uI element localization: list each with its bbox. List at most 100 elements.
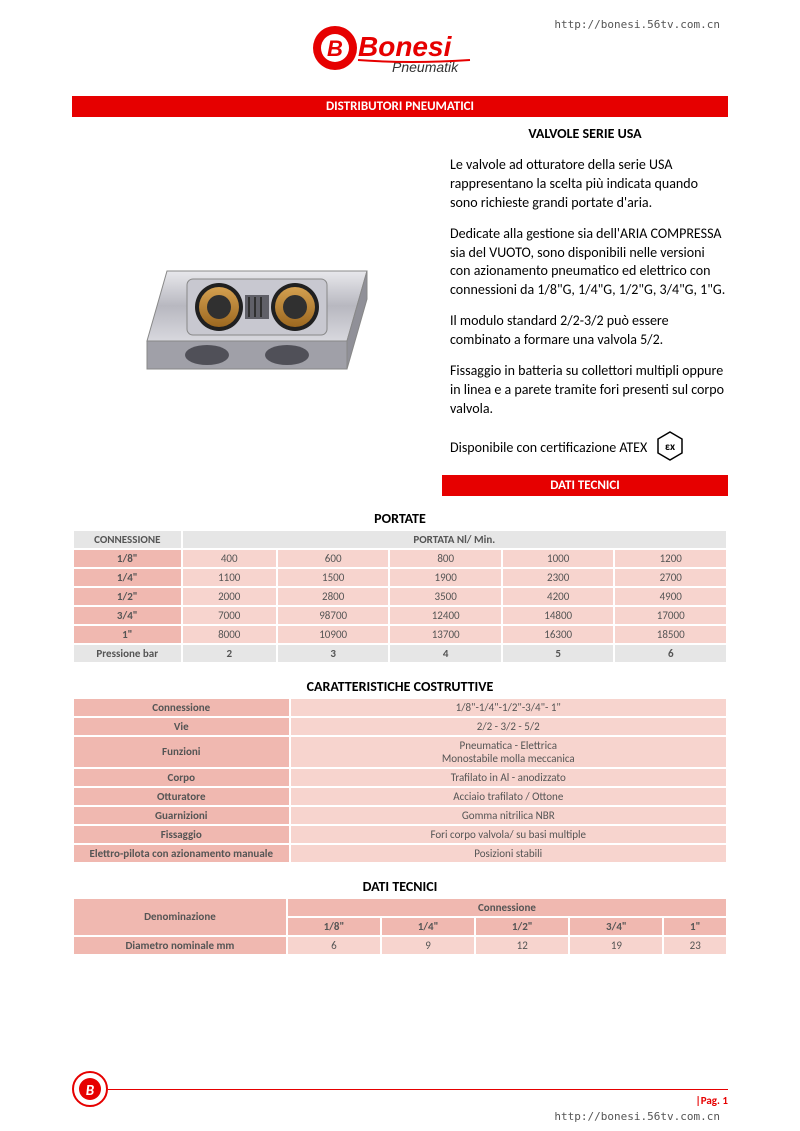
cell-key: Elettro-pilota con azionamento manuale (74, 845, 289, 862)
cell-value: 12400 (390, 607, 501, 624)
cell-conn: 1/8" (74, 550, 181, 567)
cell-value: 4900 (615, 588, 726, 605)
cell-value: 16300 (503, 626, 614, 643)
svg-text:B: B (86, 1082, 95, 1100)
press-0: 2 (183, 645, 276, 662)
cell-value: 2700 (615, 569, 726, 586)
cell-value: 8000 (183, 626, 276, 643)
table-title-dati3: DATI TECNICI (72, 878, 728, 895)
cell-key: Diametro nominale mm (74, 937, 286, 954)
footer-logo: B (72, 1071, 108, 1111)
cell-value: 2300 (503, 569, 614, 586)
col-size: 1" (664, 918, 726, 935)
cell-key: Funzioni (74, 737, 289, 767)
cell-value: 17000 (615, 607, 726, 624)
section-bar-dati-tecnici: DATI TECNICI (442, 475, 728, 496)
col-size: 1/4" (382, 918, 474, 935)
cell-key: Vie (74, 718, 289, 735)
table-row: 1/8"40060080010001200 (74, 550, 726, 567)
cell-value: 23 (664, 937, 726, 954)
cell-key: Otturatore (74, 788, 289, 805)
cell-key: Corpo (74, 769, 289, 786)
cell-value: Pneumatica - Elettrica Monostabile molla… (291, 737, 727, 767)
cell-value: 3500 (390, 588, 501, 605)
paragraph-2: Dedicate alla gestione sia dell'ARIA COM… (450, 225, 728, 301)
table-title-caratt: CARATTERISTICHE COSTRUTTIVE (72, 678, 728, 695)
description-text: Le valvole ad otturatore della serie USA… (442, 156, 728, 467)
table-title-portate: PORTATE (72, 510, 728, 527)
svg-text:B: B (327, 36, 343, 61)
cell-value: 14800 (503, 607, 614, 624)
svg-text:εx: εx (665, 440, 675, 453)
cell-value: 1000 (503, 550, 614, 567)
cell-value: 10900 (278, 626, 389, 643)
cell-value: 1900 (390, 569, 501, 586)
svg-text:Bonesi: Bonesi (358, 31, 453, 62)
table-row: GuarnizioniGomma nitrilica NBR (74, 807, 726, 824)
table-portate: CONNESSIONE PORTATA Nl/ Min. 1/8"4006008… (72, 529, 728, 664)
table-row: Vie2/2 - 3/2 - 5/2 (74, 718, 726, 735)
table-row: Elettro-pilota con azionamento manualePo… (74, 845, 726, 862)
press-2: 4 (390, 645, 501, 662)
cell-value: Acciaio trafilato / Ottone (291, 788, 727, 805)
paragraph-3: Il modulo standard 2/2-3/2 può essere co… (450, 312, 728, 350)
cell-value: 1200 (615, 550, 726, 567)
cell-value: 9 (382, 937, 474, 954)
cell-value: 2000 (183, 588, 276, 605)
cell-value: 7000 (183, 607, 276, 624)
table-row: CorpoTrafilato in Al - anodizzato (74, 769, 726, 786)
col-size: 1/8" (288, 918, 380, 935)
col-connessione: CONNESSIONE (74, 531, 181, 548)
paragraph-4: Fissaggio in batteria su collettori mult… (450, 362, 728, 419)
col-size: 1/2" (476, 918, 568, 935)
cell-value: Posizioni stabili (291, 845, 727, 862)
cell-conn: 3/4" (74, 607, 181, 624)
cell-value: Trafilato in Al - anodizzato (291, 769, 727, 786)
cell-conn: 1/4" (74, 569, 181, 586)
cell-key: Fissaggio (74, 826, 289, 843)
cell-value: 2/2 - 3/2 - 5/2 (291, 718, 727, 735)
press-3: 5 (503, 645, 614, 662)
cell-value: 18500 (615, 626, 726, 643)
col-conn: Connessione (288, 899, 726, 916)
cell-conn: 1/2" (74, 588, 181, 605)
col-denom: Denominazione (74, 899, 286, 935)
cell-value: 19 (570, 937, 662, 954)
cell-value: 1/8"-1/4"-1/2"-3/4"- 1" (291, 699, 727, 716)
cell-key: Connessione (74, 699, 289, 716)
cell-value: 800 (390, 550, 501, 567)
col-portata: PORTATA Nl/ Min. (183, 531, 726, 548)
table-row: 3/4"700098700124001480017000 (74, 607, 726, 624)
table-dati3: Denominazione Connessione 1/8"1/4"1/2"3/… (72, 897, 728, 956)
press-4: 6 (615, 645, 726, 662)
table-caratt: Connessione1/8"-1/4"-1/2"-3/4"- 1"Vie2/2… (72, 697, 728, 864)
cell-value: 13700 (390, 626, 501, 643)
table-row: 1/2"20002800350042004900 (74, 588, 726, 605)
atex-icon: εx (655, 431, 685, 467)
table-row: OtturatoreAcciaio trafilato / Ottone (74, 788, 726, 805)
cell-value: 4200 (503, 588, 614, 605)
table-row: FunzioniPneumatica - Elettrica Monostabi… (74, 737, 726, 767)
table-row: Diametro nominale mm69121923 (74, 937, 726, 954)
cell-value: Gomma nitrilica NBR (291, 807, 727, 824)
table-row: 1/4"11001500190023002700 (74, 569, 726, 586)
main-title-bar: DISTRIBUTORI PNEUMATICI (72, 96, 728, 117)
cell-key: Guarnizioni (74, 807, 289, 824)
cell-value: 6 (288, 937, 380, 954)
subtitle: VALVOLE SERIE USA (442, 121, 728, 146)
product-image (72, 156, 442, 467)
cell-value: 1100 (183, 569, 276, 586)
header-url: http://bonesi.56tv.com.cn (554, 18, 720, 31)
cell-value: Fori corpo valvola/ su basi multiple (291, 826, 727, 843)
cell-value: 600 (278, 550, 389, 567)
table-row: 1"800010900137001630018500 (74, 626, 726, 643)
cell-value: 12 (476, 937, 568, 954)
table-row: FissaggioFori corpo valvola/ su basi mul… (74, 826, 726, 843)
table-row: Connessione1/8"-1/4"-1/2"-3/4"- 1" (74, 699, 726, 716)
row-pressione-label: Pressione bar (74, 645, 181, 662)
paragraph-1: Le valvole ad otturatore della serie USA… (450, 156, 728, 213)
cell-value: 2800 (278, 588, 389, 605)
footer-url: http://bonesi.56tv.com.cn (554, 1110, 720, 1123)
page-number: |Pag. 1 (695, 1094, 728, 1107)
col-size: 3/4" (570, 918, 662, 935)
